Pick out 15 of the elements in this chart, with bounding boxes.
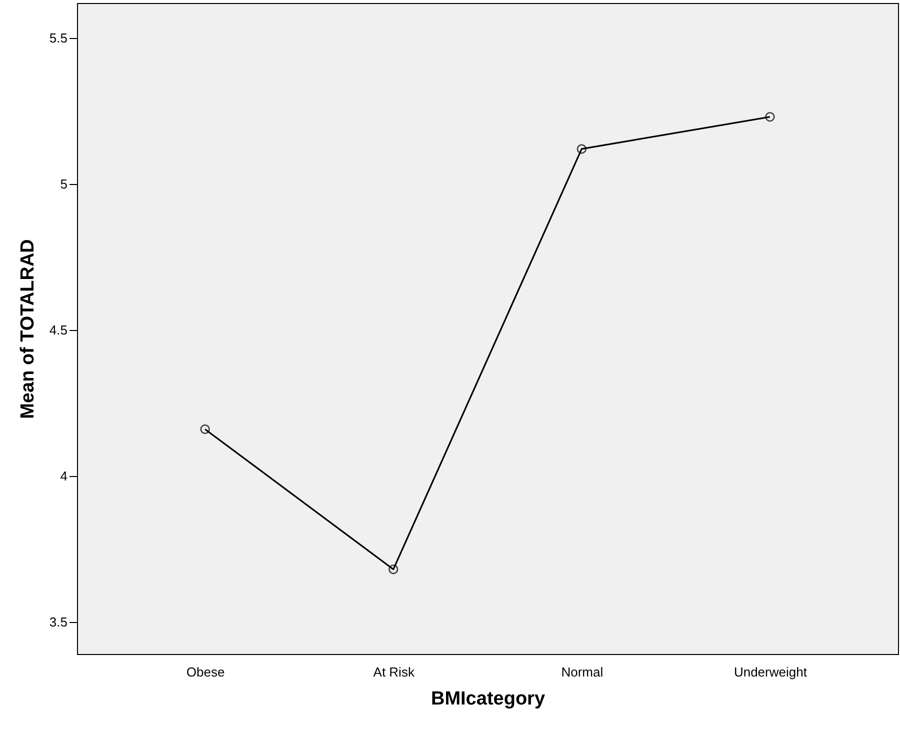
x-tick-label: Normal (561, 664, 604, 680)
x-tick-label: At Risk (373, 664, 415, 680)
y-tick-label: 5.5 (49, 30, 68, 46)
point (765, 112, 775, 122)
y-axis-title: Mean of TOTALRAD (17, 239, 38, 419)
y-tick-label: 4.5 (49, 322, 68, 338)
y-tick-label: 3.5 (49, 614, 68, 630)
x-tick-label: Obese (186, 664, 225, 680)
point (388, 564, 398, 574)
x-tick-label: Underweight (734, 664, 808, 680)
point (200, 424, 210, 434)
x-axis-title: BMIcategory (430, 688, 546, 710)
point (576, 144, 587, 154)
y-tick-label: 4 (60, 468, 68, 484)
y-tick-label: 5 (60, 176, 68, 192)
